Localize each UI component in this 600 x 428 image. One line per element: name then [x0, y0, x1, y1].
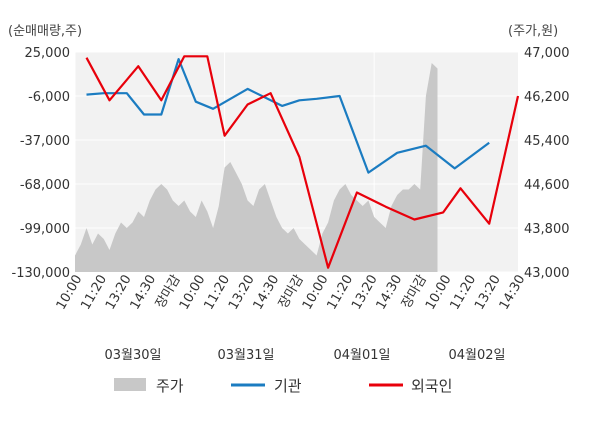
legend-label-institution: 기관: [274, 377, 302, 395]
right-tick-label: 44,600: [524, 178, 570, 193]
x-axis: 10:0011:2013:2014:30장마감10:0011:2013:2014…: [54, 272, 529, 312]
right-tick-label: 43,800: [524, 222, 570, 237]
institution-line: [86, 58, 490, 174]
right-tick-label: 46,200: [524, 90, 570, 105]
legend: 주가 기관 외국인: [114, 377, 452, 395]
left-unit-label: (순매매량,주): [8, 24, 82, 39]
x-tick-label: 14:30: [374, 272, 406, 312]
left-tick-label: 25,000: [25, 46, 71, 61]
left-tick-label: -37,000: [20, 134, 70, 149]
left-tick-label: -6,000: [28, 90, 70, 105]
legend-swatch-price: [114, 378, 146, 391]
right-tick-label: 43,000: [524, 266, 570, 281]
day-label: 03월30일: [104, 348, 161, 363]
net-trading-lines: [85, 55, 520, 269]
day-label: 03월31일: [217, 348, 274, 363]
x-tick-label: 14:30: [497, 273, 529, 313]
right-axis: 47,000 46,200 45,400 44,600 43,800 43,000: [524, 46, 570, 281]
x-tick-label: 14:30: [128, 272, 160, 312]
day-label: 04월01일: [333, 348, 390, 363]
day-labels: 03월30일 03월31일 04월01일 04월02일: [104, 348, 505, 363]
right-tick-label: 47,000: [524, 46, 570, 61]
day-label: 04월02일: [448, 348, 505, 363]
x-tick-label: 14:30: [251, 273, 283, 313]
foreign-line: [85, 55, 520, 269]
left-tick-label: -68,000: [20, 178, 70, 193]
right-tick-label: 45,400: [524, 134, 570, 149]
right-unit-label: (주가,원): [508, 24, 558, 39]
left-tick-label: -130,000: [12, 266, 70, 281]
legend-label-foreign: 외국인: [411, 377, 452, 395]
left-tick-label: -99,000: [20, 222, 70, 237]
left-axis: 25,000 -6,000 -37,000 -68,000 -99,000 -130,00…: [12, 46, 70, 281]
legend-label-price: 주가: [156, 377, 184, 395]
